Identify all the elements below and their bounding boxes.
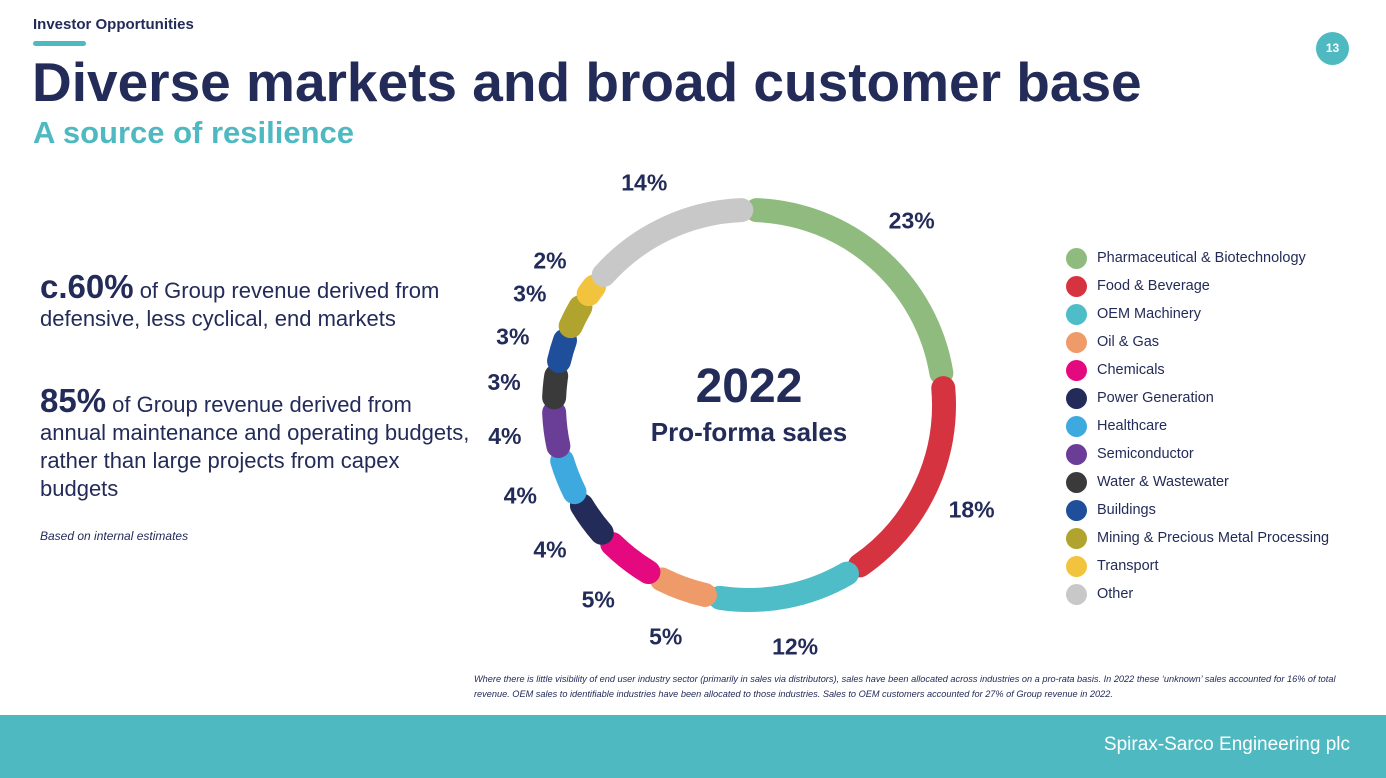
section-label: Investor Opportunities [33,16,194,33]
legend-item-pharmaceutical-biotechnology: Pharmaceutical & Biotechnology [1066,245,1329,271]
donut-segment-other [591,198,754,287]
legend-item-oil-gas: Oil & Gas [1066,329,1329,355]
donut-label-oem-machinery: 12% [772,634,818,660]
donut-center-caption: Pro-forma sales [651,417,848,447]
page-subtitle: A source of resilience [33,115,355,150]
legend-item-other: Other [1066,581,1329,607]
legend-item-healthcare: Healthcare [1066,413,1329,439]
donut-label-buildings: 3% [496,323,529,349]
donut-label-oil-gas: 5% [649,624,682,650]
footer-company-name: Spirax-Sarco Engineering plc [1103,734,1350,755]
donut-label-transport: 2% [533,247,566,273]
stat-defensive-revenue: c.60% of Group revenue derived from defe… [40,270,480,333]
donut-segment-chemicals [600,531,661,585]
donut-segment-food-beverage [847,376,956,578]
donut-label-food-beverage: 18% [949,497,995,523]
legend-swatch [1066,275,1087,297]
donut-segment-power-generation [569,493,614,545]
legend-item-chemicals: Chemicals [1066,357,1329,383]
legend-label: Transport [1097,558,1159,574]
legend-item-oem-machinery: OEM Machinery [1066,301,1329,327]
legend-item-semiconductor: Semiconductor [1066,441,1329,467]
donut-label-healthcare: 4% [504,483,537,509]
footnote: Where there is little visibility of end … [474,674,1336,699]
legend-label: Water & Wastewater [1097,474,1229,490]
legend-swatch [1066,387,1087,409]
legend-label: Food & Beverage [1097,278,1210,294]
legend-item-food-beverage: Food & Beverage [1066,273,1329,299]
legend-label: Chemicals [1097,362,1165,378]
stat-text: of Group revenue derived from defensive,… [40,278,440,331]
donut-label-pharmaceutical-biotechnology: 23% [889,208,935,234]
estimates-note: Based on internal estimates [40,529,189,543]
legend-swatch [1066,331,1087,353]
donut-percent-labels: 23% 18% 12% 5% 5% 4% 4% 4% 3% 3% 3% 2% 14% [487,170,994,660]
donut-segment-mining-precious-metal-processing [558,295,593,339]
donut-segment-transport [576,274,606,307]
page-number-badge: 13 [1316,32,1349,65]
legend-item-water-wastewater: Water & Wastewater [1066,469,1329,495]
legend-swatch [1066,303,1087,325]
legend-label: Other [1097,586,1134,602]
stat-value: 85% [40,382,107,419]
legend-swatch [1066,443,1087,465]
donut-label-water-wastewater: 3% [487,369,520,395]
page-title: Diverse markets and broad customer base [32,51,1142,113]
legend-label: Semiconductor [1097,446,1194,462]
donut-segment-buildings [547,328,578,373]
donut-segment-pharmaceutical-biotechnology [744,198,954,385]
donut-label-power-generation: 4% [533,537,566,563]
legend-swatch [1066,415,1087,437]
donut-segment-oil-gas [649,567,717,607]
donut-label-other: 14% [621,170,667,195]
legend-label: Pharmaceutical & Biotechnology [1097,250,1306,266]
donut-label-semiconductor: 4% [488,423,521,449]
donut-center-year: 2022 [696,360,803,413]
legend-label: OEM Machinery [1097,306,1201,322]
section-underline [33,41,86,46]
legend-label: Oil & Gas [1097,334,1160,350]
sales-donut-chart: 23% 18% 12% 5% 5% 4% 4% 4% 3% 3% 3% 2% 14% 2022 Pro-… [487,170,994,660]
chart-legend: Pharmaceutical & Biotechnology Food & Bev… [1066,245,1329,609]
donut-segment-healthcare [550,448,587,505]
stat-text: of Group revenue derived from annual mai… [40,392,470,501]
legend-swatch [1066,471,1087,493]
stat-value: c.60% [40,268,134,305]
legend-label: Power Generation [1097,390,1214,406]
legend-item-transport: Transport [1066,553,1329,579]
donut-segments [542,198,956,612]
legend-item-mining-precious-metal-processing: Mining & Precious Metal Processing [1066,525,1329,551]
stat-maintenance-revenue: 85% of Group revenue derived from annual… [40,384,480,503]
legend-swatch [1066,583,1087,605]
donut-segment-semiconductor [542,400,571,459]
legend-swatch [1066,499,1087,521]
legend-label: Healthcare [1097,418,1168,434]
footer-band: Spirax-Sarco Engineering plc [0,715,1386,778]
legend-item-power-generation: Power Generation [1066,385,1329,411]
legend-label: Mining & Precious Metal Processing [1097,530,1330,546]
legend-swatch [1066,555,1087,577]
donut-label-mining-precious-metal-processing: 3% [513,280,546,306]
donut-segment-water-wastewater [542,364,569,410]
donut-segment-oem-machinery [708,561,859,612]
donut-label-chemicals: 5% [582,586,615,612]
legend-swatch [1066,527,1087,549]
legend-label: Buildings [1097,502,1156,518]
legend-swatch [1066,247,1087,269]
legend-item-buildings: Buildings [1066,497,1329,523]
legend-swatch [1066,359,1087,381]
